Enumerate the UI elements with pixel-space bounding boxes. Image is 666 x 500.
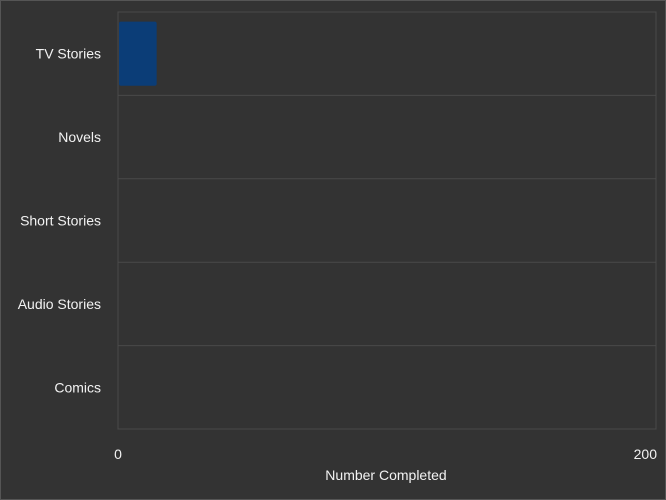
- x-tick-label: 0: [114, 446, 122, 462]
- bar-tv-stories: [119, 21, 157, 86]
- x-tick-label: 200: [634, 446, 658, 462]
- grid-layer: [117, 11, 657, 430]
- category-label: Comics: [54, 379, 101, 395]
- bars-layer: [119, 21, 157, 86]
- category-labels: TV Stories Novels Short Stories Audio Stori…: [18, 46, 101, 396]
- x-axis-title: Number Completed: [325, 467, 446, 483]
- category-label: Audio Stories: [18, 296, 101, 312]
- category-label: TV Stories: [36, 46, 101, 62]
- plot-area-border: [117, 11, 657, 430]
- category-label: Novels: [58, 129, 101, 145]
- category-label: Short Stories: [20, 213, 101, 229]
- x-tick-labels: 0 200: [114, 446, 657, 462]
